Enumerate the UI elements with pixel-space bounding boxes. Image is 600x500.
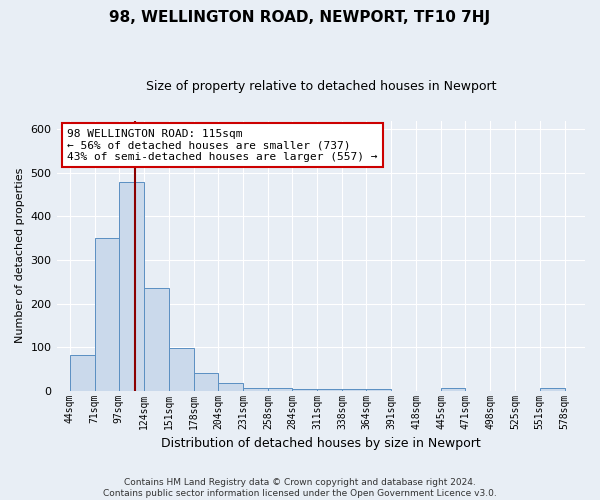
- Text: 98 WELLINGTON ROAD: 115sqm
← 56% of detached houses are smaller (737)
43% of sem: 98 WELLINGTON ROAD: 115sqm ← 56% of deta…: [67, 128, 377, 162]
- Bar: [342, 389, 366, 390]
- Bar: [539, 388, 565, 390]
- Bar: [366, 389, 391, 390]
- Bar: [143, 288, 169, 390]
- Text: 98, WELLINGTON ROAD, NEWPORT, TF10 7HJ: 98, WELLINGTON ROAD, NEWPORT, TF10 7HJ: [109, 10, 491, 25]
- Bar: [194, 373, 218, 390]
- Bar: [317, 389, 342, 390]
- Bar: [70, 355, 95, 390]
- Title: Size of property relative to detached houses in Newport: Size of property relative to detached ho…: [146, 80, 496, 93]
- X-axis label: Distribution of detached houses by size in Newport: Distribution of detached houses by size …: [161, 437, 481, 450]
- Bar: [119, 182, 143, 390]
- Bar: [218, 383, 243, 390]
- Bar: [95, 238, 119, 390]
- Text: Contains HM Land Registry data © Crown copyright and database right 2024.
Contai: Contains HM Land Registry data © Crown c…: [103, 478, 497, 498]
- Bar: [292, 389, 317, 390]
- Bar: [441, 388, 466, 390]
- Bar: [169, 348, 194, 391]
- Y-axis label: Number of detached properties: Number of detached properties: [15, 168, 25, 344]
- Bar: [243, 388, 268, 390]
- Bar: [268, 388, 292, 390]
